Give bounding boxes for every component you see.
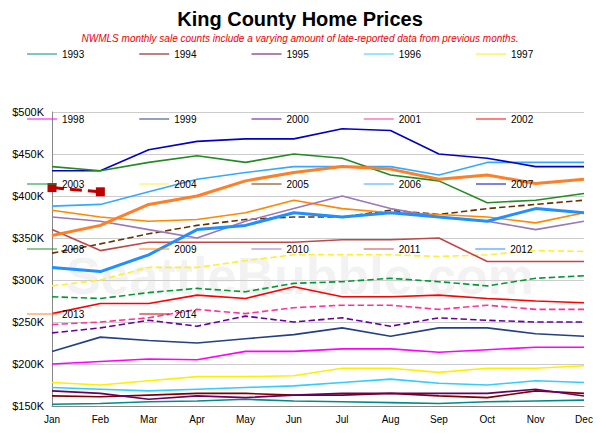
svg-text:Dec: Dec — [575, 414, 593, 425]
svg-text:2003: 2003 — [62, 179, 85, 190]
svg-text:2013: 2013 — [62, 309, 85, 320]
svg-text:2000: 2000 — [286, 114, 309, 125]
svg-text:Nov: Nov — [527, 414, 545, 425]
svg-text:2014: 2014 — [174, 309, 197, 320]
svg-text:$250K: $250K — [12, 316, 44, 328]
svg-text:$400K: $400K — [12, 190, 44, 202]
svg-text:2009: 2009 — [174, 244, 197, 255]
svg-text:1994: 1994 — [174, 49, 197, 60]
svg-text:King County Home Prices: King County Home Prices — [177, 8, 423, 30]
svg-text:Aug: Aug — [382, 414, 400, 425]
svg-text:Feb: Feb — [92, 414, 110, 425]
svg-text:1995: 1995 — [286, 49, 309, 60]
svg-text:Apr: Apr — [189, 414, 205, 425]
svg-text:Jan: Jan — [44, 414, 60, 425]
svg-text:Sep: Sep — [430, 414, 448, 425]
svg-text:2002: 2002 — [511, 114, 534, 125]
svg-text:$150K: $150K — [12, 400, 44, 412]
svg-text:Oct: Oct — [479, 414, 495, 425]
svg-text:2008: 2008 — [62, 244, 85, 255]
svg-text:$500K: $500K — [12, 106, 44, 118]
svg-text:2010: 2010 — [286, 244, 309, 255]
svg-text:NWMLS monthly sale counts incl: NWMLS monthly sale counts include a vary… — [82, 33, 519, 44]
svg-text:1996: 1996 — [399, 49, 422, 60]
svg-text:2004: 2004 — [174, 179, 197, 190]
svg-text:$450K: $450K — [12, 148, 44, 160]
svg-text:2007: 2007 — [511, 179, 534, 190]
svg-text:$300K: $300K — [12, 274, 44, 286]
svg-text:2006: 2006 — [399, 179, 422, 190]
svg-text:$350K: $350K — [12, 232, 44, 244]
svg-text:2012: 2012 — [510, 244, 533, 255]
svg-text:1993: 1993 — [62, 49, 85, 60]
svg-text:2001: 2001 — [399, 114, 422, 125]
svg-text:2011: 2011 — [399, 244, 421, 255]
svg-text:SeattleBubble.com: SeattleBubble.com — [65, 247, 535, 305]
svg-text:Mar: Mar — [140, 414, 158, 425]
svg-text:Jul: Jul — [336, 414, 349, 425]
svg-text:1997: 1997 — [511, 49, 534, 60]
svg-text:1998: 1998 — [62, 114, 85, 125]
svg-text:2005: 2005 — [286, 179, 309, 190]
svg-text:1999: 1999 — [174, 114, 197, 125]
svg-text:May: May — [236, 414, 255, 425]
svg-text:$200K: $200K — [12, 358, 44, 370]
svg-text:Jun: Jun — [286, 414, 302, 425]
